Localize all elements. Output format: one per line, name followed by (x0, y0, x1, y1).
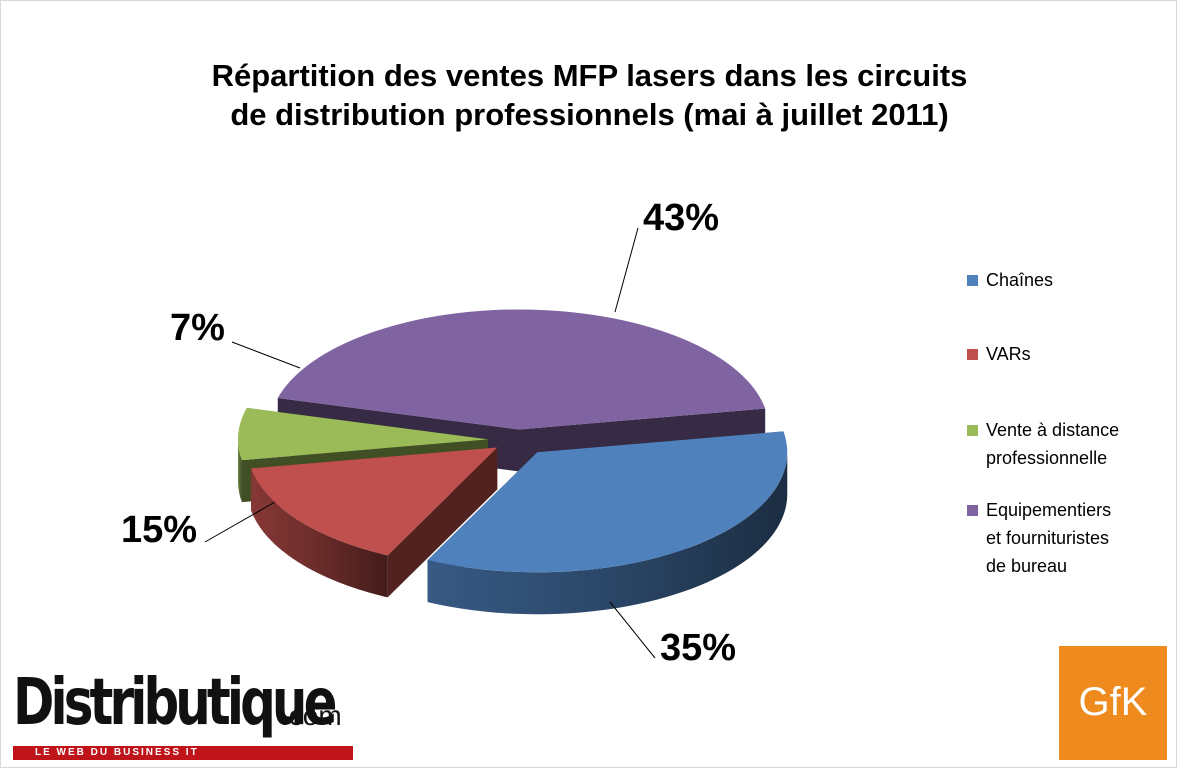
distributique-logo-domain: .com (281, 700, 342, 731)
pie-slice-top (251, 447, 498, 556)
pie-slice-2 (251, 447, 498, 598)
gfk-logo-text: GfK (1078, 680, 1148, 724)
legend-swatch (967, 505, 978, 516)
distributique-logo-tagline: LE WEB DU BUSINESS IT (13, 746, 353, 760)
pie-slice-top (238, 407, 489, 461)
data-label-leader (204, 501, 276, 543)
data-label-2: 15% (121, 509, 197, 551)
legend-swatch (967, 275, 978, 286)
data-label-leader (609, 601, 656, 659)
pie-slice-rim (427, 452, 788, 615)
data-label-4: 43% (643, 197, 719, 239)
legend-label: Chaînes (986, 270, 1054, 290)
pie-slice-top (277, 309, 766, 430)
legend-label: Vente à distance professionnelle (986, 420, 1120, 468)
legend-swatch (967, 425, 978, 436)
gfk-logo: GfK (1059, 646, 1167, 760)
data-label-leader (614, 227, 639, 313)
pie-slice-rim (238, 439, 242, 503)
pie-slice-top (427, 431, 788, 573)
distributique-logo-text: Distributique (13, 666, 337, 740)
legend-label: VARs (986, 344, 1031, 364)
data-label-3: 7% (170, 307, 225, 349)
pie-slice-rim (251, 468, 388, 598)
data-label-1: 35% (660, 627, 736, 669)
distributique-logo: Distributique .com LE WEB DU BUSINESS IT (13, 666, 358, 764)
data-label-leader (231, 341, 301, 369)
legend-swatch (967, 349, 978, 360)
chart-title: Répartition des ventes MFP lasers dans l… (211, 58, 968, 132)
legend-label: Equipementiers et fournituristes de bure… (986, 500, 1112, 576)
pie-slice-1 (427, 431, 788, 615)
